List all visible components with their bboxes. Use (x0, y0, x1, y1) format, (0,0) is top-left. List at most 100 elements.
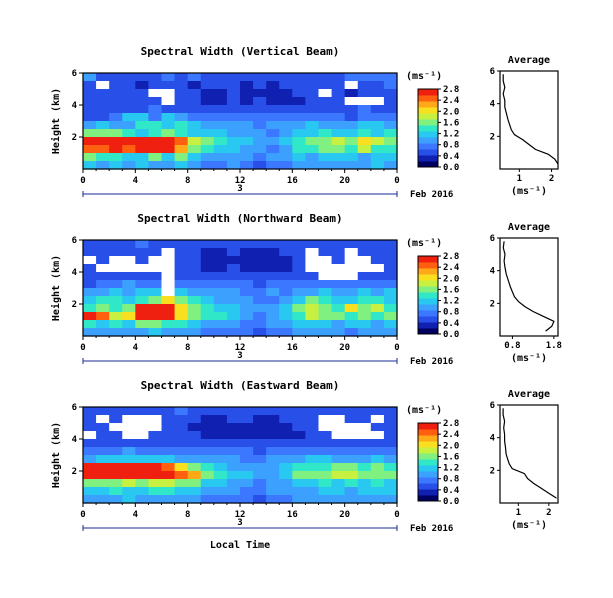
average-y-label: 4 (490, 434, 496, 444)
colorbar-tick-label: 2.0 (443, 274, 459, 284)
heatmap-cell (226, 447, 241, 456)
heatmap-cell (174, 73, 189, 82)
colorbar-tick-label: 1.2 (443, 297, 459, 307)
x-tick-label: 12 (235, 510, 246, 520)
heatmap-cell (240, 256, 254, 265)
heatmap-cell (213, 161, 228, 170)
heatmap-cell (109, 487, 123, 496)
colorbar-segment (418, 161, 438, 168)
heatmap-cell (292, 248, 307, 257)
heatmap-cell (174, 153, 189, 162)
heatmap-cell (305, 73, 320, 82)
heatmap-cell (370, 81, 385, 90)
average-frame (499, 237, 559, 337)
heatmap-cell (122, 113, 136, 122)
heatmap-cell (135, 73, 150, 82)
heatmap-cell (135, 463, 150, 472)
heatmap-cell (357, 97, 372, 106)
heatmap-cell (318, 471, 333, 480)
heatmap-cell (200, 81, 215, 90)
heatmap-cell (135, 129, 150, 138)
heatmap-cell (213, 471, 228, 480)
heatmap-cell (226, 97, 241, 106)
heatmap-cell (109, 81, 123, 90)
heatmap-cell (135, 423, 150, 432)
heatmap-cell (253, 81, 267, 90)
heatmap-cell (318, 137, 333, 146)
heatmap-cell (344, 129, 359, 138)
colorbar-segment (418, 471, 438, 478)
heatmap-cell (200, 288, 215, 297)
x-tick-label: 8 (185, 176, 190, 186)
heatmap-cell (344, 248, 359, 257)
heatmap-cell (357, 89, 372, 98)
heatmap-cell (96, 105, 110, 114)
heatmap-cell (96, 240, 110, 249)
heatmap-cell (292, 272, 307, 281)
heatmap-cell (318, 487, 333, 496)
heatmap-cell (370, 455, 385, 464)
heatmap-cell (331, 415, 346, 424)
heatmap-cell (240, 304, 254, 313)
x-tick-label: 0 (394, 343, 399, 353)
heatmap-cell (122, 304, 136, 313)
heatmap-cell (253, 328, 267, 337)
heatmap-cell (109, 320, 123, 329)
heatmap-cell (187, 81, 202, 90)
colorbar-segment (418, 143, 438, 150)
heatmap-cell (279, 248, 293, 257)
heatmap-cell (357, 288, 372, 297)
colorbar-tick-label: 1.2 (443, 130, 459, 140)
heatmap-cell (331, 479, 346, 488)
heatmap-cell (370, 153, 385, 162)
heatmap-cell (240, 240, 254, 249)
heatmap-cell (96, 463, 110, 472)
heatmap-cell (318, 89, 333, 98)
heatmap-cell (161, 288, 176, 297)
heatmap-cell (266, 73, 280, 82)
date-label: Feb 2016 (410, 524, 453, 534)
heatmap-cell (96, 153, 110, 162)
heatmap-cell (226, 145, 241, 154)
heatmap-cell (253, 153, 267, 162)
panel-title: Spectral Width (Northward Beam) (137, 212, 342, 225)
heatmap-cell (135, 280, 150, 289)
heatmap-cell (253, 455, 267, 464)
heatmap-cell (383, 447, 398, 456)
heatmap-cell (318, 304, 333, 313)
heatmap-cell (357, 407, 372, 416)
heatmap-cell (226, 272, 241, 281)
heatmap-cell (357, 455, 372, 464)
heatmap-cell (83, 439, 97, 448)
heatmap-cell (174, 431, 189, 440)
heatmap-cell (292, 105, 307, 114)
heatmap-cell (226, 81, 241, 90)
heatmap-cell (83, 479, 97, 488)
heatmap-cell (266, 161, 280, 170)
x-tick-label: 16 (287, 176, 298, 186)
heatmap-cell (318, 328, 333, 337)
heatmap-cell (331, 73, 346, 82)
heatmap-cell (83, 272, 97, 281)
heatmap-cell (253, 304, 267, 313)
heatmap-cell (253, 415, 267, 424)
heatmap-cell (279, 320, 293, 329)
heatmap-cell (344, 328, 359, 337)
heatmap-cell (200, 129, 215, 138)
heatmap-cell (200, 304, 215, 313)
x-tick-label: 16 (287, 510, 298, 520)
panel-3: Spectral Width (Eastward Beam) 2 4 6 Height … (50, 379, 559, 534)
heatmap-cell (240, 296, 254, 305)
heatmap-cell (279, 256, 293, 265)
heatmap-cell (200, 240, 215, 249)
heatmap-cell (148, 248, 163, 257)
colorbar-tick-label: 1.2 (443, 464, 459, 474)
heatmap-cell (305, 121, 320, 130)
heatmap-cell (148, 455, 163, 464)
colorbar-segment (418, 489, 438, 496)
heatmap-cell (357, 256, 372, 265)
x-tick-label: 20 (339, 176, 350, 186)
heatmap-cell (266, 471, 280, 480)
heatmap-cell (240, 97, 254, 106)
